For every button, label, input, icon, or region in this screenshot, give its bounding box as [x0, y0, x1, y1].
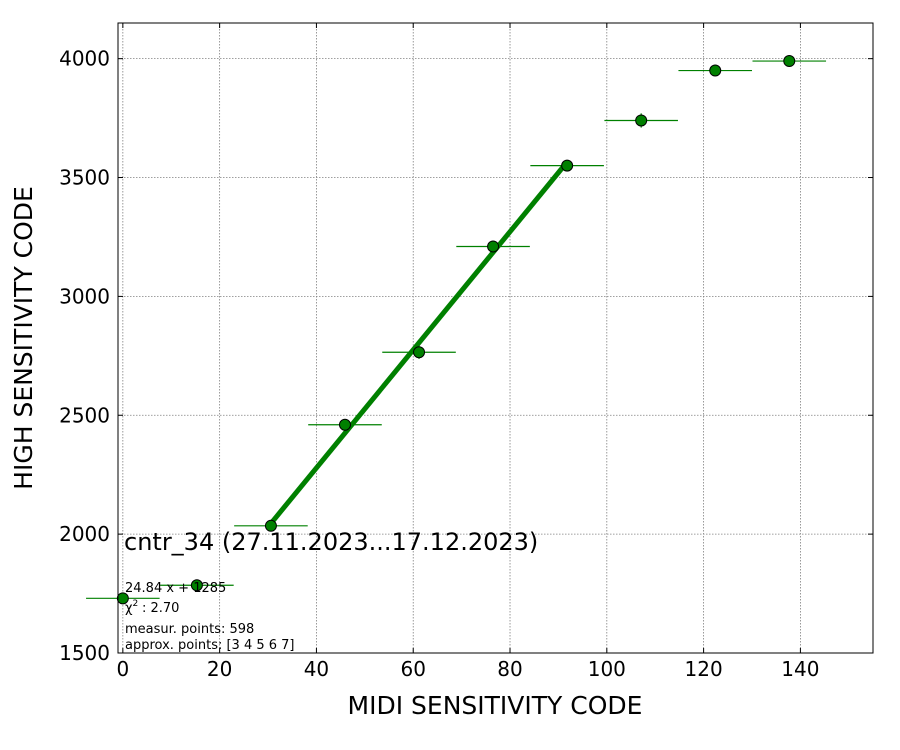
fit-equation-label: 24.84 x + 1285: [125, 581, 226, 596]
x-tick-label: 60: [400, 657, 425, 681]
point-marker: [413, 346, 426, 359]
chart-title: cntr_34 (27.11.2023...17.12.2023): [124, 528, 538, 556]
data-point: [160, 579, 234, 592]
plot-frame: [117, 22, 874, 654]
x-tick-label: 80: [497, 657, 522, 681]
y-axis-label: HIGH SENSITIVITY CODE: [9, 186, 38, 490]
point-marker: [190, 579, 203, 592]
chi-squared-value: : 2.70: [142, 601, 179, 616]
grid: [118, 23, 873, 654]
fit-line: [269, 160, 570, 525]
y-tick-label: 3500: [59, 166, 110, 190]
chi-symbol: χ2: [125, 599, 138, 616]
data-point: [456, 240, 530, 253]
fit-line-group: [269, 160, 570, 525]
x-tick-label: 20: [207, 657, 232, 681]
data-point: [530, 159, 604, 172]
data-point: [604, 113, 678, 128]
x-tick-label: 40: [304, 657, 329, 681]
chi-squared-label: χ2 : 2.70: [125, 599, 179, 616]
point-marker: [487, 240, 500, 253]
approximation-points-label: approx. points: [3 4 5 6 7]: [125, 638, 295, 653]
data-point: [86, 592, 160, 605]
x-tick-label: 120: [685, 657, 723, 681]
point-marker: [338, 418, 351, 431]
x-tick-label: 0: [116, 657, 129, 681]
y-tick-label: 3000: [59, 284, 110, 308]
point-marker: [635, 114, 648, 127]
data-point: [308, 418, 382, 431]
x-axis-label: MIDI SENSITIVITY CODE: [348, 691, 643, 720]
y-tick-label: 2500: [59, 403, 110, 427]
data-point: [234, 519, 308, 532]
point-marker: [116, 592, 129, 605]
measurement-points-label: measur. points: 598: [125, 622, 254, 637]
point-marker: [561, 159, 574, 172]
data-point: [382, 345, 456, 359]
y-tick-label: 4000: [59, 47, 110, 71]
x-tick-label: 140: [781, 657, 819, 681]
point-marker: [264, 519, 277, 532]
axis-ticks: 0 20 40 60 80 100 120 140 1500 2000 2500 3000 3500 40…: [59, 23, 873, 681]
y-tick-label: 2000: [59, 522, 110, 546]
data-point: [678, 64, 753, 77]
data-point: [752, 55, 827, 68]
y-tick-label: 1500: [59, 641, 110, 665]
x-tick-label: 100: [588, 657, 626, 681]
point-marker: [709, 64, 722, 77]
data-points: [86, 55, 827, 605]
point-marker: [783, 55, 796, 68]
